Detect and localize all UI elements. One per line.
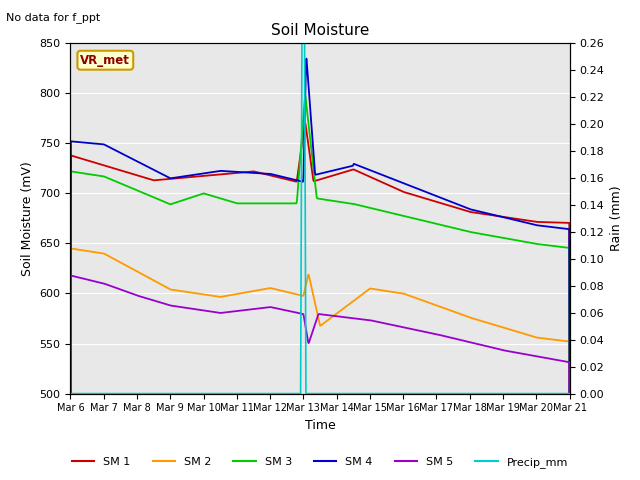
Legend: SM 1, SM 2, SM 3, SM 4, SM 5, Precip_mm: SM 1, SM 2, SM 3, SM 4, SM 5, Precip_mm [68,452,572,472]
Title: Soil Moisture: Soil Moisture [271,23,369,38]
Text: No data for f_ppt: No data for f_ppt [6,12,100,23]
Y-axis label: Rain (mm): Rain (mm) [610,186,623,251]
Text: VR_met: VR_met [81,54,131,67]
X-axis label: Time: Time [305,419,335,432]
Y-axis label: Soil Moisture (mV): Soil Moisture (mV) [21,161,34,276]
